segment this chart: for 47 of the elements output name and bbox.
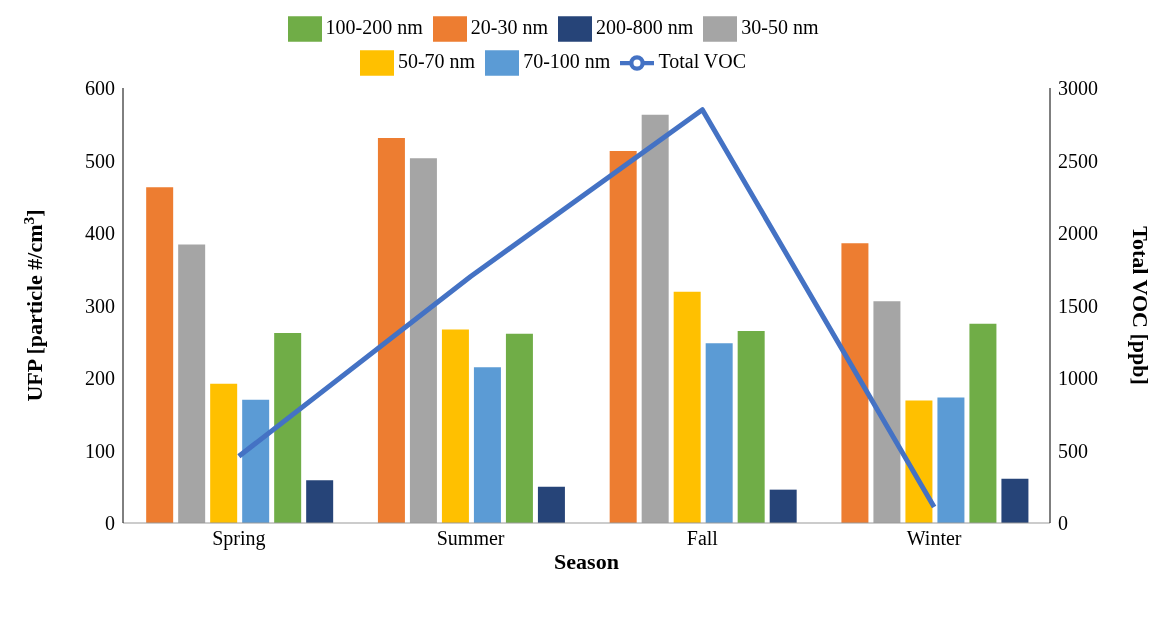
legend-label: 30-50 nm <box>741 15 819 38</box>
legend-label: 70-100 nm <box>523 49 611 72</box>
y2-tick-label: 2500 <box>1058 149 1098 172</box>
bar <box>473 367 501 523</box>
y2-tick-label: 0 <box>1058 512 1068 535</box>
y-tick-label: 300 <box>85 294 115 317</box>
bar <box>505 333 533 523</box>
y2-tick-label: 1500 <box>1058 294 1098 317</box>
y-tick-label: 200 <box>85 367 115 390</box>
legend-label: 50-70 nm <box>397 49 476 72</box>
bar <box>769 489 797 523</box>
bar <box>210 383 238 523</box>
legend-label: Total VOC <box>658 49 747 72</box>
x-tick-label: Summer <box>436 527 505 550</box>
legend-label: 100-200 nm <box>325 15 423 38</box>
y-tick-label: 600 <box>85 77 115 100</box>
x-tick-label: Winter <box>906 527 962 550</box>
bar <box>146 187 174 523</box>
y2-tick-label: 2000 <box>1058 222 1098 245</box>
bar <box>705 343 733 523</box>
x-tick-label: Spring <box>212 527 266 551</box>
bar <box>609 151 637 523</box>
bar <box>905 400 933 523</box>
bar <box>441 329 469 523</box>
y-tick-label: 500 <box>85 149 115 172</box>
y2-tick-label: 3000 <box>1058 77 1098 100</box>
bar <box>274 333 302 523</box>
legend-label: 20-30 nm <box>470 15 548 38</box>
bar <box>737 330 765 523</box>
y-tick-label: 0 <box>105 512 115 535</box>
bar <box>377 138 405 523</box>
x-tick-label: Fall <box>686 527 719 550</box>
legend-label: 200-800 nm <box>596 15 694 38</box>
bar <box>841 243 869 523</box>
y2-tick-label: 500 <box>1058 439 1088 462</box>
bar <box>969 323 997 523</box>
y-tick-label: 100 <box>85 439 115 462</box>
bar <box>306 480 334 523</box>
bar <box>1001 478 1029 523</box>
bar <box>537 486 565 523</box>
y2-axis-title: Total VOC [ppb] <box>1128 226 1153 385</box>
bar <box>242 399 270 523</box>
y-tick-label: 400 <box>85 222 115 245</box>
bar <box>937 397 965 523</box>
y2-tick-label: 1000 <box>1058 367 1098 390</box>
x-axis-title: Season <box>554 549 619 574</box>
bar <box>673 291 701 523</box>
